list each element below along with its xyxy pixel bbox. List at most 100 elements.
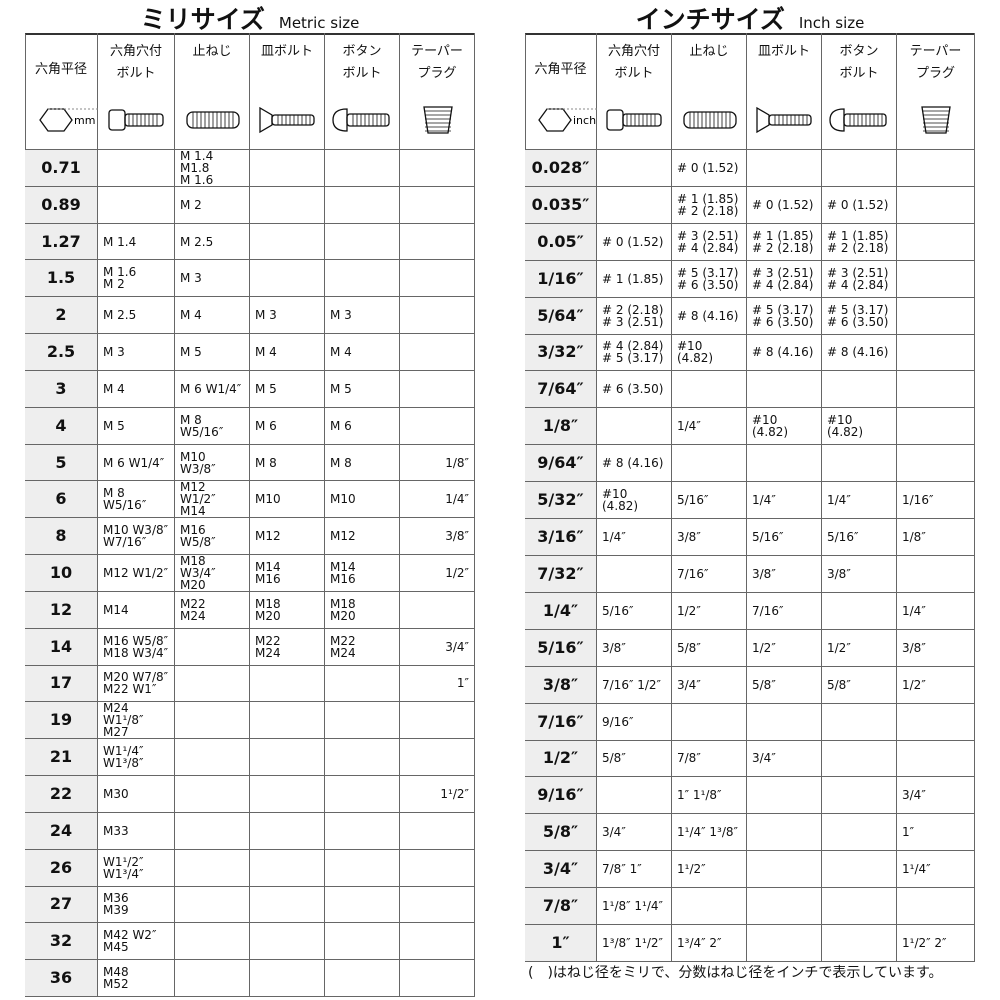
table-cell: 1/4″ — [400, 481, 475, 519]
table-cell: M 3 — [250, 297, 325, 335]
table-cell — [250, 886, 325, 924]
size-cell: 5/32″ — [525, 482, 597, 520]
table-cell — [897, 223, 975, 261]
size-cell: 7/16″ — [525, 703, 597, 741]
table-cell: 1¹/2″ 2″ — [897, 925, 975, 962]
cell-text: 5/8″ — [752, 677, 776, 692]
size-cell: 24 — [25, 812, 98, 850]
table-cell: M33 — [98, 812, 175, 850]
size-cell: 5 — [25, 444, 98, 482]
cell-text: # 1 (1.85) — [752, 228, 814, 243]
table-cell: M22 M24 — [175, 591, 250, 629]
table-cell: M 5 — [250, 370, 325, 408]
table-cell: # 1 (1.85) — [597, 260, 672, 298]
cell-text: M 4 — [180, 308, 202, 323]
table-cell: M48 M52 — [98, 960, 175, 997]
cell-text: 1/2″ — [752, 640, 776, 655]
header-cell: テーパー プラグ — [897, 33, 975, 150]
cell-text: M 2.5 — [180, 234, 214, 249]
table-cell: #10 (4.82) — [672, 334, 747, 372]
icon-part — [921, 106, 951, 134]
table-cell — [250, 150, 325, 187]
cell-text: M36 — [103, 891, 129, 906]
fastener-icon — [258, 106, 315, 134]
table-cell — [400, 591, 475, 629]
header-label: ボルト — [342, 66, 382, 81]
cell-text: M18 W3/4″ — [103, 645, 169, 660]
cell-text: M42 W2″ — [103, 928, 157, 943]
size-cell: 17 — [25, 665, 98, 703]
icon-part — [38, 108, 73, 132]
cell-text: #10 (4.82) — [602, 487, 639, 514]
cell-text: M 4 — [103, 381, 125, 396]
cell-text: 7/16″ — [752, 603, 784, 618]
cell-text: # 6 (3.50) — [602, 382, 664, 397]
cell-text: # 4 (2.84) — [602, 339, 664, 354]
cell-text: M33 — [103, 823, 129, 838]
cell-text: M 1.4 — [103, 234, 137, 249]
cell-text: 1/4″ — [752, 493, 776, 508]
table-cell — [400, 297, 475, 335]
size-cell: 14 — [25, 628, 98, 666]
table-cell: 5/8″ — [597, 740, 672, 778]
table-cell: 7/16″ — [747, 592, 822, 630]
table-cell: 3/8″ — [822, 556, 897, 593]
size-cell: 10 — [25, 555, 98, 592]
table-cell — [747, 888, 822, 926]
cell-text: M24 — [180, 608, 206, 623]
table-cell: M36 M39 — [98, 886, 175, 924]
table-cell — [747, 150, 822, 187]
table-cell — [400, 702, 475, 740]
table-cell — [250, 776, 325, 813]
table-cell — [325, 223, 400, 261]
header-cell: 六角平径 — [525, 33, 597, 150]
size-cell: 1/16″ — [525, 260, 597, 298]
table-cell — [175, 812, 250, 850]
table-cell: M 6 — [325, 407, 400, 445]
cell-text: M 6 — [330, 418, 352, 433]
cell-text: M 2.5 — [103, 308, 137, 323]
cell-text: M 1.6 — [103, 265, 137, 280]
cell-text: # 6 (3.50) — [752, 314, 814, 329]
cell-text: M 5 — [103, 418, 125, 433]
cell-text: 3/8″ — [445, 529, 469, 544]
icon-part — [107, 109, 126, 131]
table-cell — [400, 923, 475, 961]
header-cell: テーパー プラグ — [400, 33, 475, 150]
table-title: インチサイズ Inch size — [525, 0, 975, 34]
table-cell: # 3 (2.51) # 4 (2.84) — [672, 223, 747, 261]
cell-text: M 1.6 — [180, 172, 214, 187]
table-cell — [897, 334, 975, 372]
table-cell — [250, 186, 325, 224]
icon-part — [605, 109, 624, 131]
table-cell: M 5 — [175, 334, 250, 371]
table-cell: M 3 — [98, 334, 175, 371]
icon-part — [345, 113, 390, 127]
cell-text: M39 — [103, 903, 129, 918]
table-cell — [822, 150, 897, 187]
size-cell: 6 — [25, 481, 98, 519]
cell-text: 9/16″ — [602, 714, 634, 729]
table-cell: 3/4″ — [597, 814, 672, 852]
cell-text: 1/4″ — [902, 603, 926, 618]
cell-text: 1/2″ — [902, 677, 926, 692]
size-cell: 0.89 — [25, 186, 98, 224]
icon-part — [422, 106, 453, 134]
table-cell: 1³/4″ 2″ — [672, 925, 747, 962]
cell-text: 7/8″ — [677, 751, 701, 766]
cell-text: M12 W1/2″ — [103, 565, 169, 580]
table-cell: # 2 (2.18) # 3 (2.51) — [597, 297, 672, 335]
table-cell — [822, 703, 897, 741]
cell-text: M48 — [103, 965, 129, 980]
cell-text: 1/4″ — [602, 530, 626, 545]
table-cell: M 8 — [325, 444, 400, 482]
table-cell: M16 W5/8″ M18 W3/4″ — [98, 628, 175, 666]
table-cell: 1¹/4″ — [897, 851, 975, 889]
table-cell: M 6 W1/4″ — [98, 444, 175, 482]
cell-text: M10 W3/8″ — [103, 523, 169, 538]
table-cell — [325, 260, 400, 298]
size-cell: 1″ — [525, 925, 597, 962]
cell-text: M24 — [330, 645, 356, 660]
table-cell — [175, 702, 250, 740]
cell-text: M14 — [103, 602, 129, 617]
